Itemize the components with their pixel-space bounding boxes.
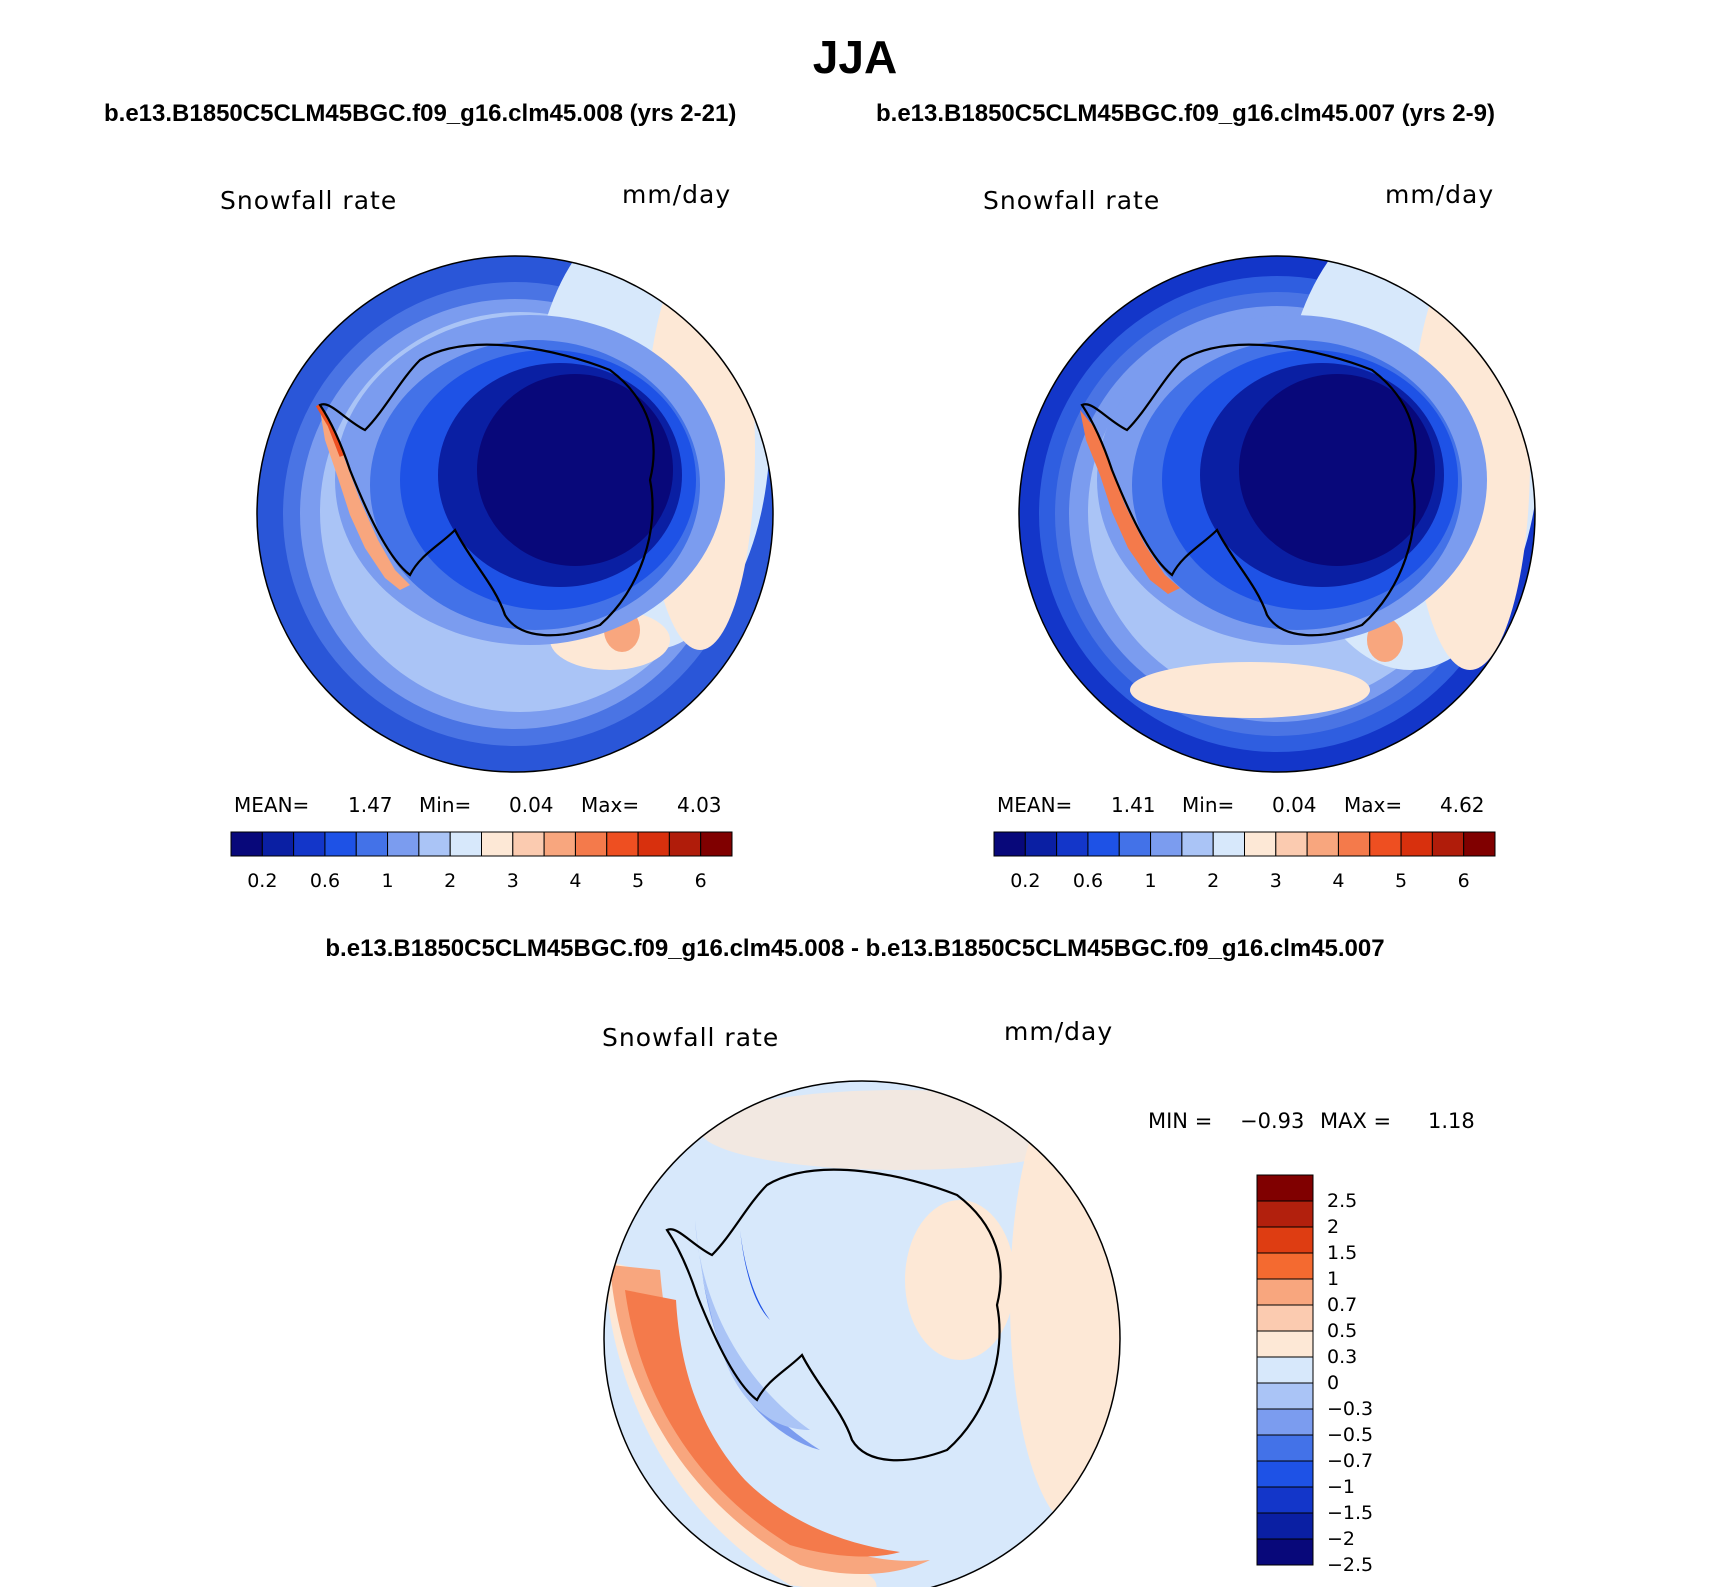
panel2-colorbar-tick-label: 0.2 [1010,870,1040,892]
panel2-colorbar-swatch [1024,831,1058,857]
panel1-variable: Snowfall rate [220,186,398,215]
panel1-colorbar-swatch [230,831,263,857]
panel1-map [257,256,773,772]
diff-colorbar-tick-label: −2 [1327,1528,1355,1550]
panel2-colorbar-swatch [1056,831,1089,857]
panel2-colorbar-swatch [1087,831,1120,857]
panel2-colorbar-tick-label: 6 [1458,870,1470,892]
panel1-colorbar-swatch [261,831,295,857]
diff-colorbar-swatch [1256,1512,1314,1540]
diff-colorbar-swatch [1256,1486,1314,1514]
panel2-colorbar-swatch [1244,831,1277,857]
panel1-colorbar-swatch [700,831,733,857]
panel2-colorbar-tick-label: 4 [1332,870,1344,892]
panel2-colorbar-tick-label: 1 [1145,870,1157,892]
panel2-colorbar-swatch [1118,831,1152,857]
page-title: JJA [812,31,898,83]
panel1-colorbar-tick-label: 5 [632,870,644,892]
panel2-colorbar: 0.2 0.6 1 2 3 4 5 6 [993,831,1496,892]
panel2-colorbar-swatch [1275,831,1308,857]
panel1-colorbar-tick-label: 2 [444,870,456,892]
diff-colorbar-tick-label: 0 [1327,1372,1339,1394]
diff-colorbar-tick-label: −1.5 [1327,1502,1373,1524]
diff-max-value: 1.18 [1428,1109,1475,1133]
panel2-colorbar-swatch [1400,831,1433,857]
diff-map [604,1081,1120,1587]
diff-colorbar-tick-label: 2.5 [1327,1190,1357,1212]
panel2-units: mm/day [1385,180,1495,209]
diff-colorbar-tick-label: −1 [1327,1476,1355,1498]
diff-colorbar-swatch [1256,1408,1314,1436]
diff-colorbar-swatch [1256,1538,1314,1566]
panel1-colorbar-swatch [387,831,420,857]
panel2-colorbar-swatch [1431,831,1465,857]
diff-max-label: MAX = [1320,1109,1392,1133]
panel2-colorbar-swatch [1337,831,1371,857]
panel2-variable: Snowfall rate [983,186,1161,215]
diff-colorbar-swatch [1256,1434,1314,1462]
panel1-units: mm/day [622,180,732,209]
panel1-colorbar: 0.2 0.6 1 2 3 4 5 6 [230,831,733,892]
panel1-colorbar-swatch [418,831,451,857]
panel2-colorbar-swatch [1212,831,1245,857]
diff-colorbar: 2.5 2 1.5 1 0.7 0.5 0.3 0 −0.3 −0.5 −0.7 −1 −1.5 −2 −2… [1256,1174,1373,1576]
panel1-colorbar-tick-label: 0.2 [247,870,277,892]
panel2-colorbar-swatch [993,831,1026,857]
diff-colorbar-swatch [1256,1226,1314,1254]
diff-colorbar-tick-label: −0.7 [1327,1450,1373,1472]
diff-colorbar-swatch [1256,1356,1314,1384]
panel2-colorbar-tick-label: 5 [1395,870,1407,892]
diff-colorbar-tick-label: 2 [1327,1216,1339,1238]
diff-variable: Snowfall rate [602,1023,780,1052]
diff-colorbar-tick-label: −0.3 [1327,1398,1373,1420]
panel1-colorbar-swatch [637,831,670,857]
panel2-colorbar-swatch [1150,831,1183,857]
panel2-colorbar-tick-label: 2 [1207,870,1219,892]
diff-min-value: −0.93 [1240,1109,1305,1133]
panel1-colorbar-swatch [668,831,702,857]
diff-colorbar-swatch [1256,1174,1314,1202]
panel2-colorbar-swatch [1369,831,1402,857]
diff-colorbar-tick-label: 0.3 [1327,1346,1357,1368]
panel1-colorbar-tick-label: 3 [507,870,519,892]
diff-colorbar-tick-label: −2.5 [1327,1554,1373,1576]
diff-case-label: b.e13.B1850C5CLM45BGC.f09_g16.clm45.008 … [325,935,1385,962]
panel1-colorbar-tick-label: 6 [695,870,707,892]
diff-colorbar-swatch [1256,1382,1314,1410]
diff-colorbar-tick-label: −0.5 [1327,1424,1373,1446]
panel1-colorbar-swatch [543,831,576,857]
panel2-colorbar-swatch [1181,831,1214,857]
panel2-colorbar-tick-label: 0.6 [1073,870,1103,892]
panel1-colorbar-tick-label: 1 [382,870,394,892]
panel1-colorbar-swatch [512,831,545,857]
diff-colorbar-swatch [1256,1460,1314,1488]
panel1-colorbar-swatch [355,831,389,857]
panel1-colorbar-swatch [481,831,514,857]
diff-colorbar-swatch [1256,1252,1314,1280]
panel2-colorbar-tick-label: 3 [1270,870,1282,892]
diff-colorbar-swatch [1256,1200,1314,1228]
panel1-colorbar-tick-label: 0.6 [310,870,340,892]
panel1-colorbar-swatch [606,831,639,857]
diff-colorbar-swatch [1256,1330,1314,1358]
panel2-colorbar-swatch [1306,831,1339,857]
diff-colorbar-tick-label: 1 [1327,1268,1339,1290]
panel1-colorbar-swatch [574,831,608,857]
panel1-colorbar-swatch [449,831,482,857]
panel2-colorbar-swatch [1463,831,1496,857]
diff-colorbar-tick-label: 0.7 [1327,1294,1357,1316]
diff-colorbar-tick-label: 0.5 [1327,1320,1357,1342]
diff-min-label: MIN = [1148,1109,1213,1133]
panel1-case-label: b.e13.B1850C5CLM45BGC.f09_g16.clm45.008 … [104,100,737,127]
panel1-colorbar-tick-label: 4 [569,870,581,892]
panel1-colorbar-swatch [293,831,326,857]
panel2-case-label: b.e13.B1850C5CLM45BGC.f09_g16.clm45.007 … [876,100,1495,127]
diff-colorbar-swatch [1256,1278,1314,1306]
panel2-map [1019,256,1535,772]
diff-units: mm/day [1004,1017,1114,1046]
diff-colorbar-swatch [1256,1304,1314,1332]
panel1-colorbar-swatch [324,831,357,857]
diff-colorbar-tick-label: 1.5 [1327,1242,1357,1264]
